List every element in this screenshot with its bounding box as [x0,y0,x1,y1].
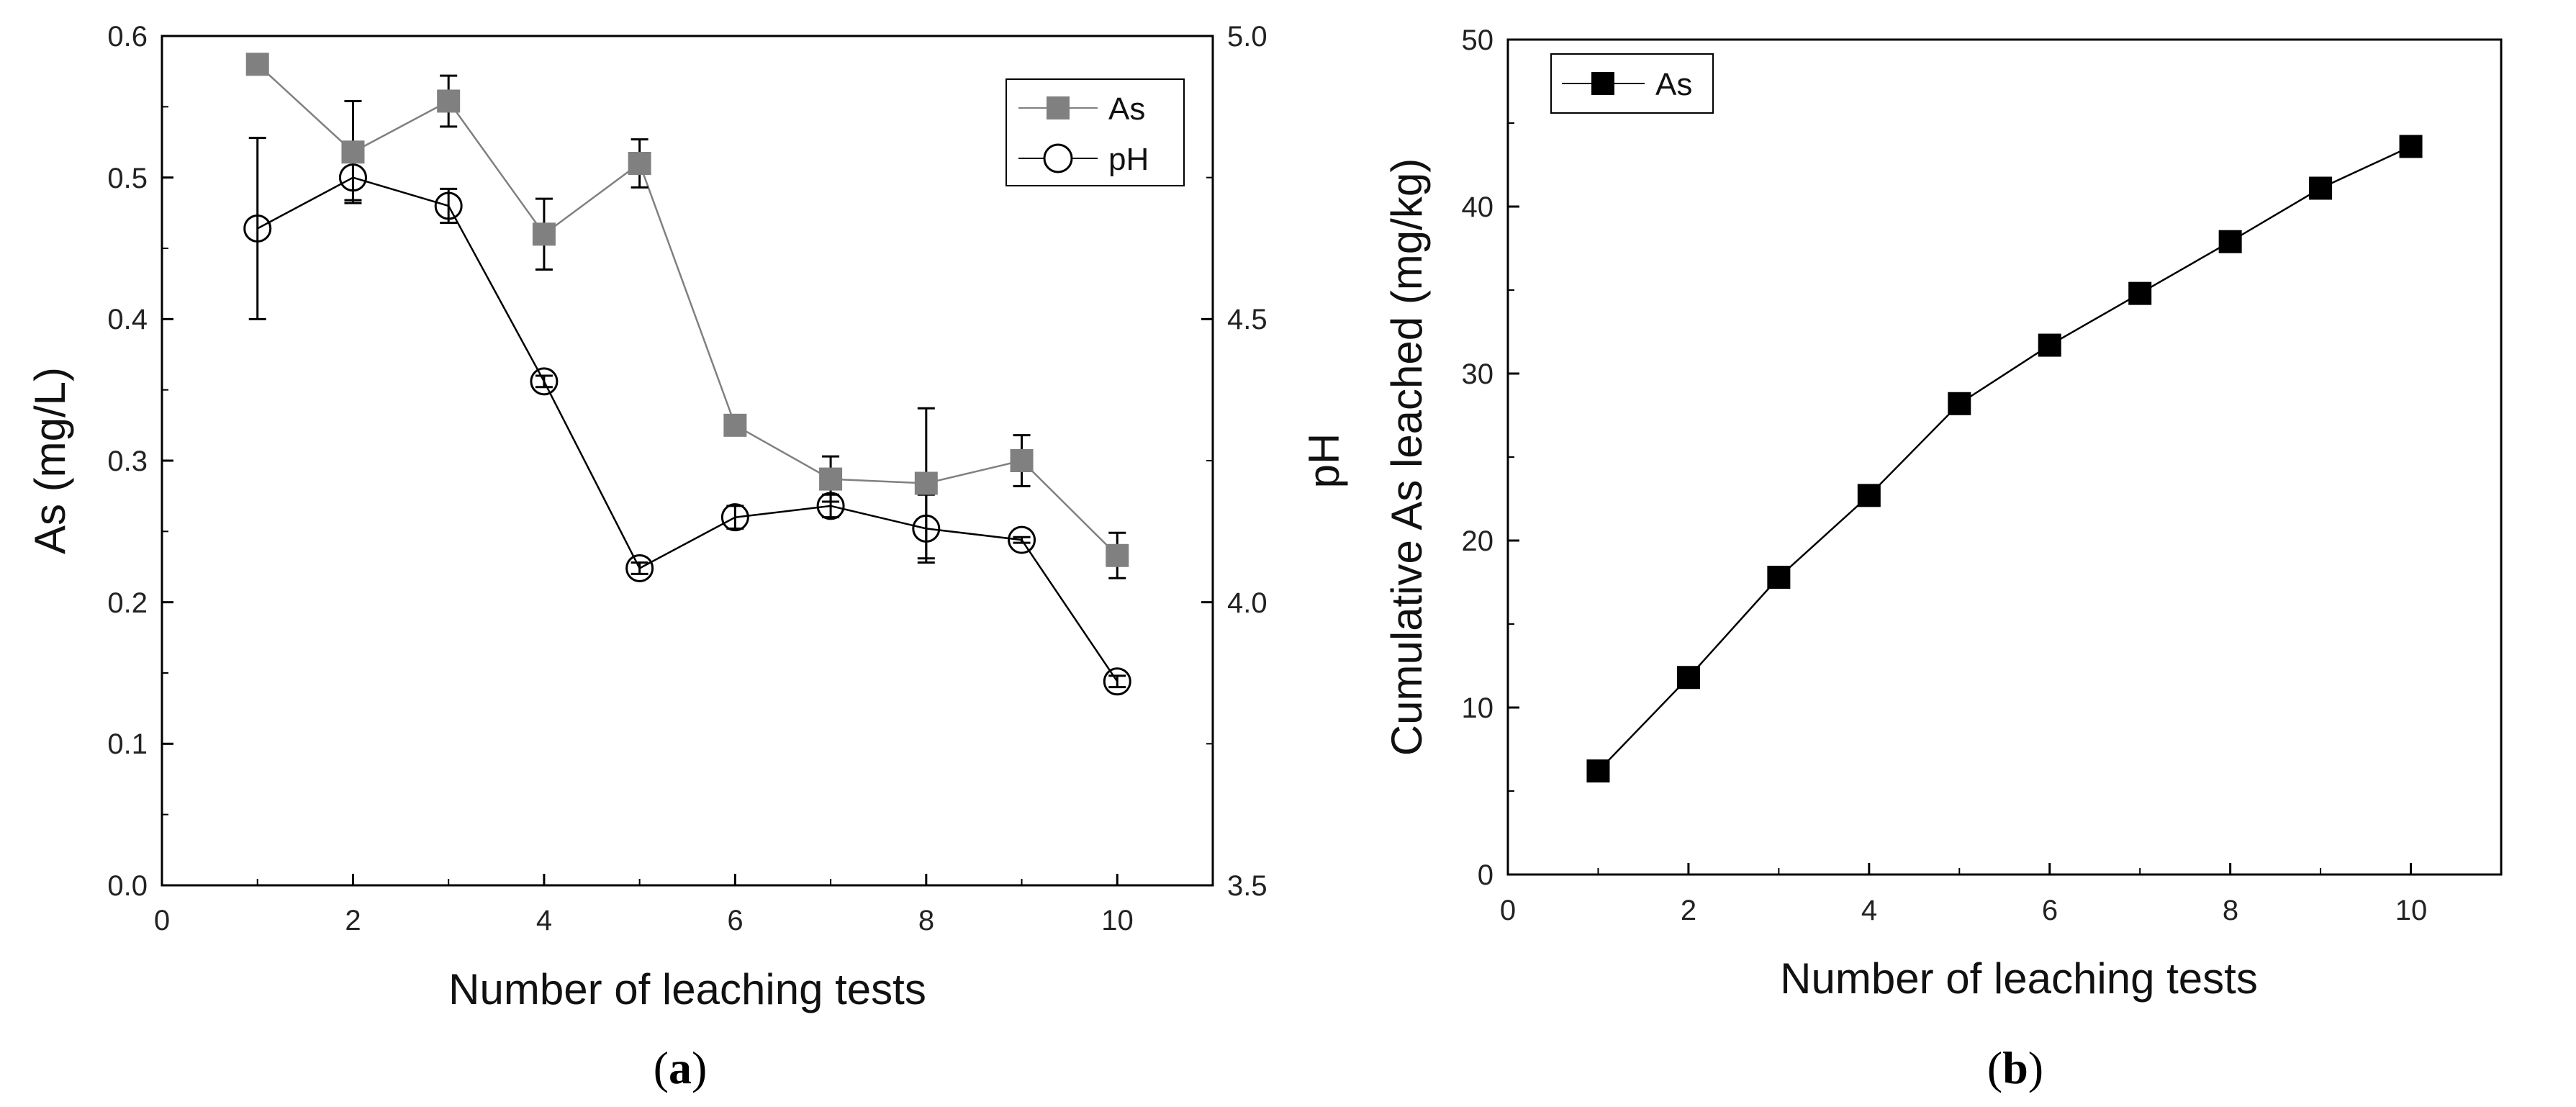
a-y-tick-label: 0.3 [107,446,148,477]
a-as-point [245,53,269,76]
a-ph-point [243,214,272,243]
a-x-axis-title: Number of leaching tests [448,965,926,1013]
a-y2-tick-label: 5.0 [1227,21,1267,53]
a-y-tick-label: 0.6 [107,21,148,53]
a-y-tick-labels: 0.0 0.1 0.2 0.3 0.4 0.5 0.6 [107,21,148,902]
a-ph-point [530,367,559,396]
a-ph-line [257,176,1118,682]
a-y2-tick-label: 3.5 [1227,870,1267,902]
a-y2-tick-labels: 3.5 4.0 4.5 5.0 [1227,21,1267,902]
b-tick-marks [1506,38,2413,876]
b-x-tick-label: 10 [2395,895,2428,926]
a-x-tick-label: 10 [1101,905,1134,936]
b-x-tick-label: 4 [1861,895,1877,926]
a-ph-point [720,503,749,532]
b-as-point [1857,484,1881,507]
b-y-tick-label: 40 [1462,191,1494,223]
b-y-tick-label: 0 [1478,859,1493,891]
a-ph-point [625,554,654,582]
a-series-layer [243,53,1131,696]
plot-frame-b [1506,38,2503,876]
a-y2-tick-label: 4.5 [1227,304,1267,335]
panel-b: 0 2 4 6 8 10 0 10 20 30 40 50 Cumulative… [1383,24,2503,1093]
b-y-tick-labels: 0 10 20 30 40 50 [1462,24,1494,891]
b-y-axis-title: Cumulative As leached (mg/kg) [1383,158,1431,756]
a-y-tick-label: 0.2 [107,587,148,619]
a-legend: As pH [1005,78,1185,186]
a-as-line [256,63,1118,556]
b-x-tick-label: 0 [1500,895,1516,926]
a-ph-point [434,191,463,220]
a-x-tick-label: 0 [154,905,170,936]
a-x-tick-labels: 0 2 4 6 8 10 [154,905,1134,936]
a-y-axis-title: As (mg/L) [26,367,74,554]
a-as-point [628,152,651,175]
b-as-line [1597,145,2412,772]
a-as-point [532,222,556,246]
a-legend-ph-label: pH [1108,142,1149,177]
b-y-tick-label: 50 [1462,24,1494,56]
b-as-point [2399,135,2423,158]
b-y-tick-label: 10 [1462,692,1494,724]
b-caption-open: ( [1987,1042,2002,1093]
a-as-point [1010,449,1034,472]
b-x-axis-title: Number of leaching tests [1780,954,2258,1003]
a-as-point [1106,543,1129,567]
a-x-tick-label: 8 [918,905,934,936]
b-as-point [1586,759,1610,783]
a-x-tick-label: 4 [536,905,552,936]
b-as-point [2128,281,2152,305]
b-caption-close: ) [2028,1042,2043,1093]
a-caption-letter: a [669,1042,692,1093]
a-caption: (a) [654,1042,708,1093]
a-y-tick-label: 0.5 [107,163,148,194]
b-as-point [1676,666,1700,690]
b-as-point [2038,333,2061,357]
b-x-tick-label: 8 [2223,895,2238,926]
b-x-tick-label: 6 [2042,895,2058,926]
a-y-tick-label: 0.0 [107,870,148,902]
a-legend-ph-marker [1043,143,1073,173]
b-legend-as-label: As [1655,67,1692,102]
b-as-point [2218,230,2242,253]
a-y2-tick-label: 4.0 [1227,587,1267,619]
a-ph-point [1008,525,1036,554]
a-caption-close: ) [692,1042,707,1093]
b-legend: As [1550,53,1714,114]
b-y-tick-label: 30 [1462,358,1494,390]
b-as-point [1767,566,1791,589]
a-y2-axis-title: pH [1300,433,1348,489]
b-caption-letter: b [2002,1042,2028,1093]
a-y-tick-label: 0.4 [107,304,148,335]
b-as-point [1948,392,1971,415]
a-legend-as-marker [1047,96,1070,119]
b-caption: (b) [1987,1042,2043,1093]
a-legend-box [1005,78,1185,186]
b-as-point [2309,176,2333,200]
a-as-point [341,140,365,164]
a-as-point [723,413,747,437]
a-as-point [437,89,461,113]
a-tick-marks [161,35,1213,887]
a-legend-as-label: As [1108,91,1145,127]
a-x-tick-label: 6 [727,905,743,936]
b-legend-as-marker [1591,72,1614,95]
a-x-tick-label: 2 [345,905,361,936]
a-caption-open: ( [654,1042,669,1093]
b-x-tick-labels: 0 2 4 6 8 10 [1500,895,2427,926]
a-y-tick-label: 0.1 [107,728,148,760]
a-as-point [914,471,938,495]
a-ph-point [1103,667,1131,696]
panel-a: 0 2 4 6 8 10 0.0 0.1 0.2 0.3 0.4 0.5 0.6… [26,21,1348,1093]
b-x-tick-label: 2 [1681,895,1696,926]
b-y-tick-label: 20 [1462,525,1494,557]
b-series-layer [1586,135,2423,783]
a-as-point [819,467,843,491]
